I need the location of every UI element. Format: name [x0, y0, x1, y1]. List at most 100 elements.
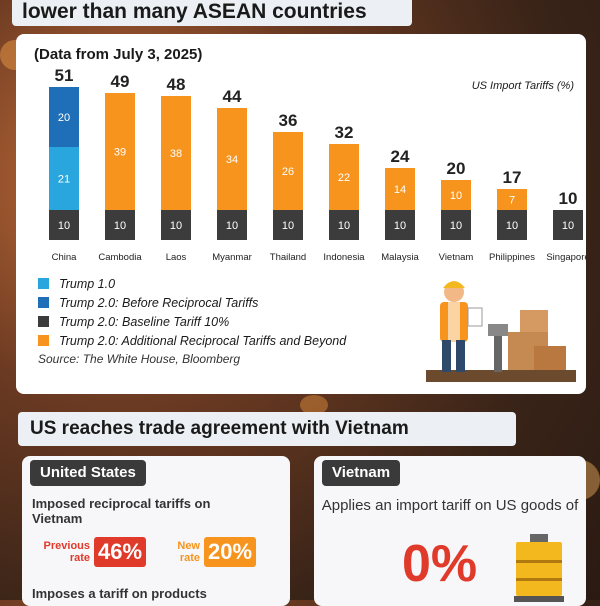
segment-label: 39 — [114, 147, 126, 159]
crate-icon — [514, 534, 564, 602]
segment-label: 10 — [394, 220, 406, 232]
vietnam-panel: Vietnam Applies an import tariff on US g… — [314, 456, 586, 606]
applies-text: Applies an import tariff on US goods of — [321, 497, 579, 514]
worker-illustration — [426, 281, 576, 382]
category-label: China — [52, 252, 78, 263]
bar-segment — [161, 96, 191, 210]
legend-item: Trump 2.0: Additional Reciprocal Tariffs… — [38, 331, 346, 350]
bar-total-label: 36 — [279, 111, 298, 130]
legend-swatch — [38, 297, 49, 308]
bar-chart: 10 21 20 51 China 10 39 49 Cambodia 10 38 48 Laos 10 3… — [49, 66, 586, 263]
bar-total-label: 17 — [503, 168, 522, 187]
segment-label: 34 — [226, 154, 238, 166]
legend-label: Trump 1.0 — [59, 276, 116, 291]
bar-total-label: 44 — [223, 87, 242, 106]
segment-label: 7 — [509, 195, 515, 207]
new-rate: New rate 20% — [166, 534, 257, 570]
category-label: Thailand — [270, 252, 306, 263]
bar-segment — [329, 210, 359, 240]
legend-item: Trump 2.0: Baseline Tariff 10% — [38, 312, 346, 331]
bar-total-label: 48 — [167, 75, 186, 94]
vietnam-tariff-value: 0% — [402, 535, 478, 593]
bar-segment — [49, 87, 79, 147]
bar-segment — [105, 93, 135, 210]
source-note: Source: The White House, Bloomberg — [38, 352, 241, 366]
segment-label: 10 — [282, 220, 294, 232]
bar-segment — [553, 210, 583, 240]
segment-label: 21 — [58, 174, 70, 186]
panel-heading: Vietnam — [322, 460, 401, 486]
bar-segment — [441, 210, 471, 240]
segment-label: 10 — [226, 220, 238, 232]
category-label: Malaysia — [381, 252, 419, 263]
section-title: US reaches trade agreement with Vietnam — [18, 412, 516, 446]
bar-segment — [441, 180, 471, 210]
united-states-panel: United States Imposed reciprocal tariffs… — [22, 456, 290, 606]
segment-label: 10 — [114, 220, 126, 232]
legend-item: Trump 2.0: Before Reciprocal Tariffs — [38, 293, 346, 312]
segment-label: 10 — [338, 220, 350, 232]
segment-label: 10 — [450, 190, 462, 202]
bar-segment — [329, 144, 359, 210]
bar-total-label: 20 — [447, 159, 466, 178]
bar-segment — [105, 210, 135, 240]
background-bokeh — [300, 395, 328, 415]
segment-label: 10 — [58, 220, 70, 232]
box — [520, 310, 548, 332]
legend-swatch — [38, 316, 49, 327]
box — [534, 346, 566, 370]
legend-label: Trump 2.0: Baseline Tariff 10% — [59, 314, 230, 329]
imposes-text: Imposes a tariff on products — [32, 586, 207, 601]
previous-rate-label: Previous rate — [43, 540, 90, 564]
category-label: Philippines — [489, 252, 535, 263]
category-label: Singapore — [546, 252, 586, 263]
bar-segment — [49, 147, 79, 210]
bar-total-label: 49 — [111, 72, 130, 91]
bar-segment — [273, 132, 303, 210]
bar-segment — [497, 210, 527, 240]
chart-legend: Trump 1.0 Trump 2.0: Before Reciprocal T… — [38, 274, 346, 350]
previous-rate: Previous rate 46% — [32, 534, 147, 570]
category-label: Laos — [166, 252, 187, 263]
date-note: (Data from July 3, 2025) — [34, 46, 203, 63]
category-label: Indonesia — [323, 252, 365, 263]
legend-item: Trump 1.0 — [38, 274, 346, 293]
bar-segment — [273, 210, 303, 240]
segment-label: 20 — [58, 112, 70, 124]
bar-segment — [217, 108, 247, 210]
legend-swatch — [38, 335, 49, 346]
category-label: Myanmar — [212, 252, 252, 263]
segment-label: 26 — [282, 166, 294, 178]
new-rate-label: New rate — [177, 540, 200, 564]
segment-label: 10 — [506, 220, 518, 232]
scanner-stand — [494, 332, 502, 372]
legend-label: Trump 2.0: Before Reciprocal Tariffs — [59, 295, 259, 310]
segment-label: 38 — [170, 148, 182, 160]
hard-hat-icon — [443, 281, 465, 288]
bar-total-label: 24 — [391, 147, 410, 166]
bar-segment — [49, 210, 79, 240]
segment-label: 10 — [170, 220, 182, 232]
legend-swatch — [38, 278, 49, 289]
segment-label: 14 — [394, 184, 406, 196]
imposed-text: Imposed reciprocal tariffs on Vietnam — [32, 496, 211, 526]
previous-rate-value: 46% — [94, 537, 147, 567]
clipboard-icon — [467, 307, 483, 327]
scanner — [488, 324, 508, 336]
new-rate-value: 20% — [204, 537, 257, 567]
bar-total-label: 10 — [559, 189, 578, 208]
chart-unit-label: US Import Tariffs (%) — [471, 80, 574, 92]
category-label: Vietnam — [439, 252, 474, 263]
bar-segment — [161, 210, 191, 240]
chart-card: (Data from July 3, 2025) US Import Tarif… — [16, 34, 586, 394]
segment-label: 10 — [450, 220, 462, 232]
bar-total-label: 32 — [335, 123, 354, 142]
panel-heading: United States — [30, 460, 146, 486]
bar-segment — [497, 189, 527, 210]
legend-label: Trump 2.0: Additional Reciprocal Tariffs… — [59, 333, 347, 348]
bar-segment — [385, 210, 415, 240]
bar-segment — [385, 168, 415, 210]
segment-label: 10 — [562, 220, 574, 232]
bar-segment — [217, 210, 247, 240]
category-label: Cambodia — [98, 252, 142, 263]
